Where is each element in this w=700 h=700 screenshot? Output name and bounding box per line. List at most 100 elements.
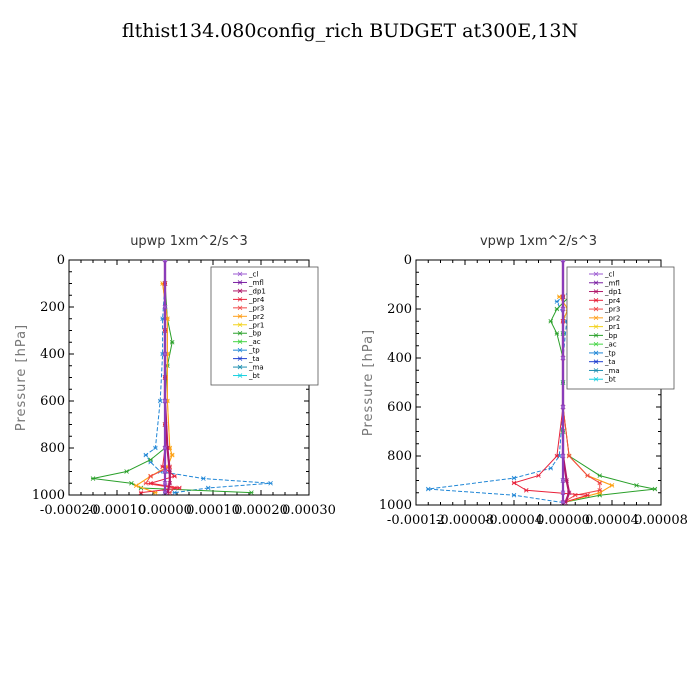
x-tick-label: 0.00000: [536, 513, 590, 528]
legend-label: _mfl: [604, 279, 620, 287]
series-marker: [167, 469, 173, 474]
legend-label: _dp1: [604, 288, 622, 296]
legend-marker: [593, 333, 599, 338]
legend-marker: [237, 280, 243, 285]
legend-label: _ac: [248, 338, 261, 346]
x-tick-label: 0.00000: [138, 503, 192, 518]
x-tick-label: 0.00004: [585, 513, 639, 528]
series-marker: [124, 469, 129, 474]
legend-label: _dp1: [248, 287, 266, 295]
legend: _cl_mfl_dp1_pr4_pr3_pr2_pr1_bp_ac_tp_ta_…: [210, 266, 319, 386]
legend-marker: [237, 339, 243, 344]
series-marker: [554, 331, 560, 336]
series-marker: [143, 480, 149, 486]
x-tick-label: -0.00012: [387, 513, 445, 528]
legend-label: _pr3: [248, 304, 264, 312]
legend-box: [566, 266, 675, 390]
series-marker: [162, 480, 168, 486]
series-marker: [205, 485, 211, 491]
legend-marker: [237, 297, 243, 302]
series-marker: [511, 480, 517, 486]
legend-label: _ma: [604, 367, 620, 375]
legend-label: _pr2: [604, 314, 620, 322]
legend: _cl_mfl_dp1_pr4_pr3_pr2_pr1_bp_ac_tp_ta_…: [566, 266, 675, 390]
chart-title: vpwp 1xm^2/s^3: [480, 234, 597, 249]
legend-marker: [593, 306, 599, 312]
series-marker: [585, 473, 590, 478]
legend-marker: [237, 288, 243, 294]
series-marker: [148, 480, 153, 486]
y-tick-label: 800: [387, 449, 412, 464]
series-marker: [560, 306, 566, 312]
legend-marker: [593, 324, 599, 329]
series-marker: [90, 476, 96, 481]
legend-marker: [237, 356, 243, 361]
series-marker: [201, 476, 206, 481]
legend-marker: [593, 368, 599, 373]
legend-marker: [237, 347, 243, 353]
y-tick-label: 600: [387, 400, 412, 415]
series-marker: [554, 453, 560, 459]
series-group: [425, 260, 658, 505]
series-marker: [162, 445, 168, 451]
series-marker: [172, 473, 177, 479]
series-marker: [597, 480, 603, 486]
series-marker: [560, 355, 566, 361]
series-marker: [536, 473, 541, 478]
series-marker: [167, 480, 173, 486]
legend-label: _ma: [248, 364, 264, 372]
series-marker: [162, 398, 168, 404]
legend-label: _pr1: [248, 321, 264, 329]
legend-marker: [237, 322, 243, 328]
legend-marker: [593, 350, 599, 356]
series-group: [90, 260, 273, 495]
series-line: [135, 283, 173, 494]
series-marker: [169, 452, 175, 458]
series-marker: [138, 490, 144, 495]
legend-label: _tp: [604, 349, 616, 357]
series-marker: [652, 486, 658, 492]
series-marker: [560, 478, 566, 483]
series-marker: [560, 404, 566, 410]
series-marker: [249, 490, 254, 495]
legend-label: _bp: [248, 330, 262, 338]
series-marker: [148, 457, 153, 463]
legend-marker: [593, 271, 599, 277]
legend-marker: [593, 359, 599, 364]
y-tick-label: 1000: [379, 498, 412, 513]
series-marker: [133, 483, 139, 488]
legend-label: _bp: [604, 332, 618, 340]
y-tick-label: 600: [40, 394, 65, 409]
x-tick-label: 0.00008: [634, 513, 688, 528]
series-marker: [564, 478, 569, 483]
legend-label: _bt: [248, 372, 260, 380]
legend-box: [210, 266, 319, 386]
legend-label: _cl: [248, 271, 258, 279]
y-tick-label: 800: [40, 441, 65, 456]
series-marker: [548, 318, 554, 324]
series-marker: [162, 351, 168, 357]
series-marker: [560, 260, 566, 263]
legend-marker: [237, 271, 243, 277]
series-marker: [172, 490, 177, 495]
series-marker: [557, 294, 562, 300]
series-marker: [425, 486, 431, 492]
legend-label: _ac: [604, 341, 617, 349]
series-marker: [566, 490, 572, 496]
series-marker: [554, 306, 560, 312]
series-marker: [169, 339, 175, 345]
chart-title: upwp 1xm^2/s^3: [130, 234, 248, 249]
legend-marker: [237, 364, 243, 370]
series-marker: [162, 490, 168, 495]
series-marker: [162, 260, 168, 263]
series-marker: [157, 398, 163, 404]
y-tick-label: 200: [40, 300, 65, 315]
legend-label: _tp: [248, 347, 260, 355]
series-marker: [560, 500, 566, 505]
y-tick-label: 200: [387, 302, 412, 317]
series-marker: [177, 485, 182, 491]
x-tick-label: -0.00004: [485, 513, 543, 528]
series-cl: [560, 260, 566, 505]
y-tick-label: 0: [404, 253, 412, 268]
